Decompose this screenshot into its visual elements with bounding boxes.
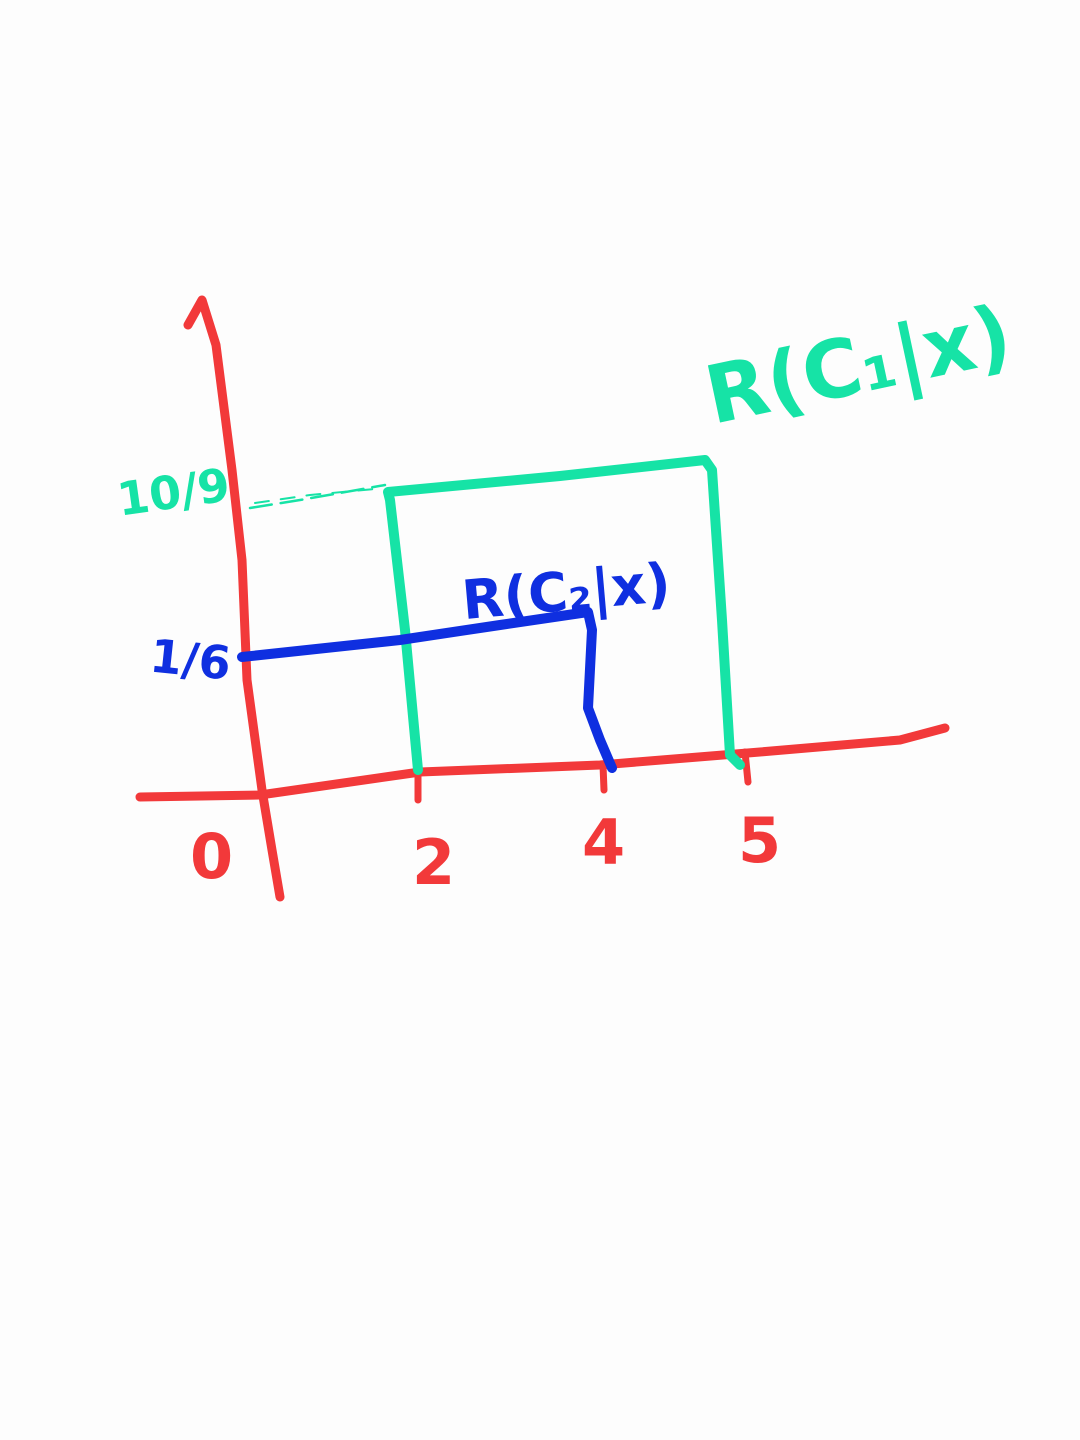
c1-level-guide-2 xyxy=(254,488,376,504)
x-tick-label-5: 5 xyxy=(738,804,781,877)
curve-c1 xyxy=(383,455,745,775)
c1-level-guide xyxy=(248,483,387,510)
x-tick-5 xyxy=(741,748,752,786)
c2-level-label: 1/6 xyxy=(147,628,233,690)
c1-curve-label: R(C₁|x) xyxy=(697,287,1019,443)
x-tick-label-2: 2 xyxy=(412,826,455,899)
c1-level-label: 10/9 xyxy=(114,457,233,526)
x-tick-label-0: 0 xyxy=(190,820,233,893)
curve-c2 xyxy=(237,607,617,773)
x-tick-4 xyxy=(599,761,608,794)
x-tick-label-4: 4 xyxy=(582,806,625,879)
y-axis xyxy=(183,295,285,902)
c2-curve-label: R(C₂|x) xyxy=(459,551,672,632)
